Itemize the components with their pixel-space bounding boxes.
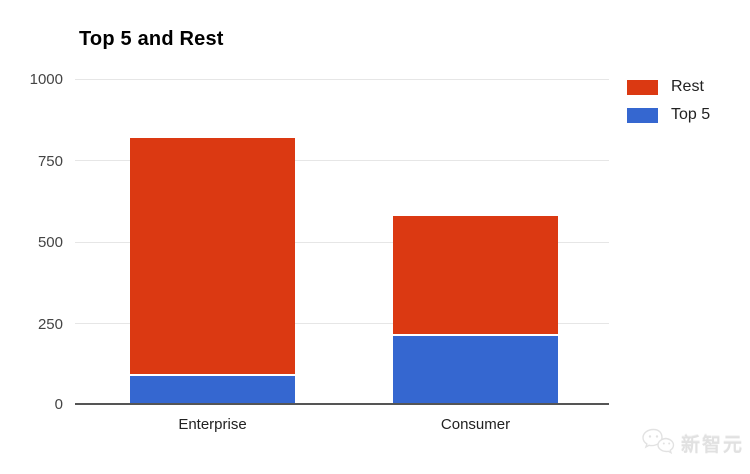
y-tick-750: 750 [37,152,63,170]
chart-legend: Rest Top 5 [627,79,710,135]
legend-swatch-rest [627,79,658,95]
bar-enterprise-rest-segment [130,137,295,377]
legend-item-rest: Rest [627,79,710,95]
y-tick-500: 500 [37,233,63,251]
legend-label-top5: Top 5 [671,106,711,123]
bar-consumer-top5-segment [393,335,558,404]
bar-enterprise-top5-segment [130,376,295,404]
gridline-250 [75,322,609,324]
y-tick-1000: 1000 [29,70,63,88]
y-tick-250: 250 [37,315,63,333]
chart-title: Top 5 and Rest [79,28,224,50]
bar-consumer [393,79,558,404]
gridline-500 [75,241,609,243]
bar-consumer-rest-segment [393,215,558,336]
bar-enterprise [130,79,295,404]
legend-label-rest: Rest [671,78,704,95]
watermark-text: 新智元 [680,435,744,456]
gridline-1000 [75,79,609,80]
watermark: 新智元 [640,427,744,460]
x-label-enterprise: Enterprise [178,416,247,433]
plot-area [75,79,609,405]
x-axis-baseline [75,403,609,405]
gridline-750 [75,160,609,162]
legend-swatch-top5 [627,107,658,123]
x-label-consumer: Consumer [440,416,511,433]
wechat-logo-icon [640,427,676,460]
legend-item-top5: Top 5 [627,107,710,123]
y-tick-0: 0 [54,395,63,413]
